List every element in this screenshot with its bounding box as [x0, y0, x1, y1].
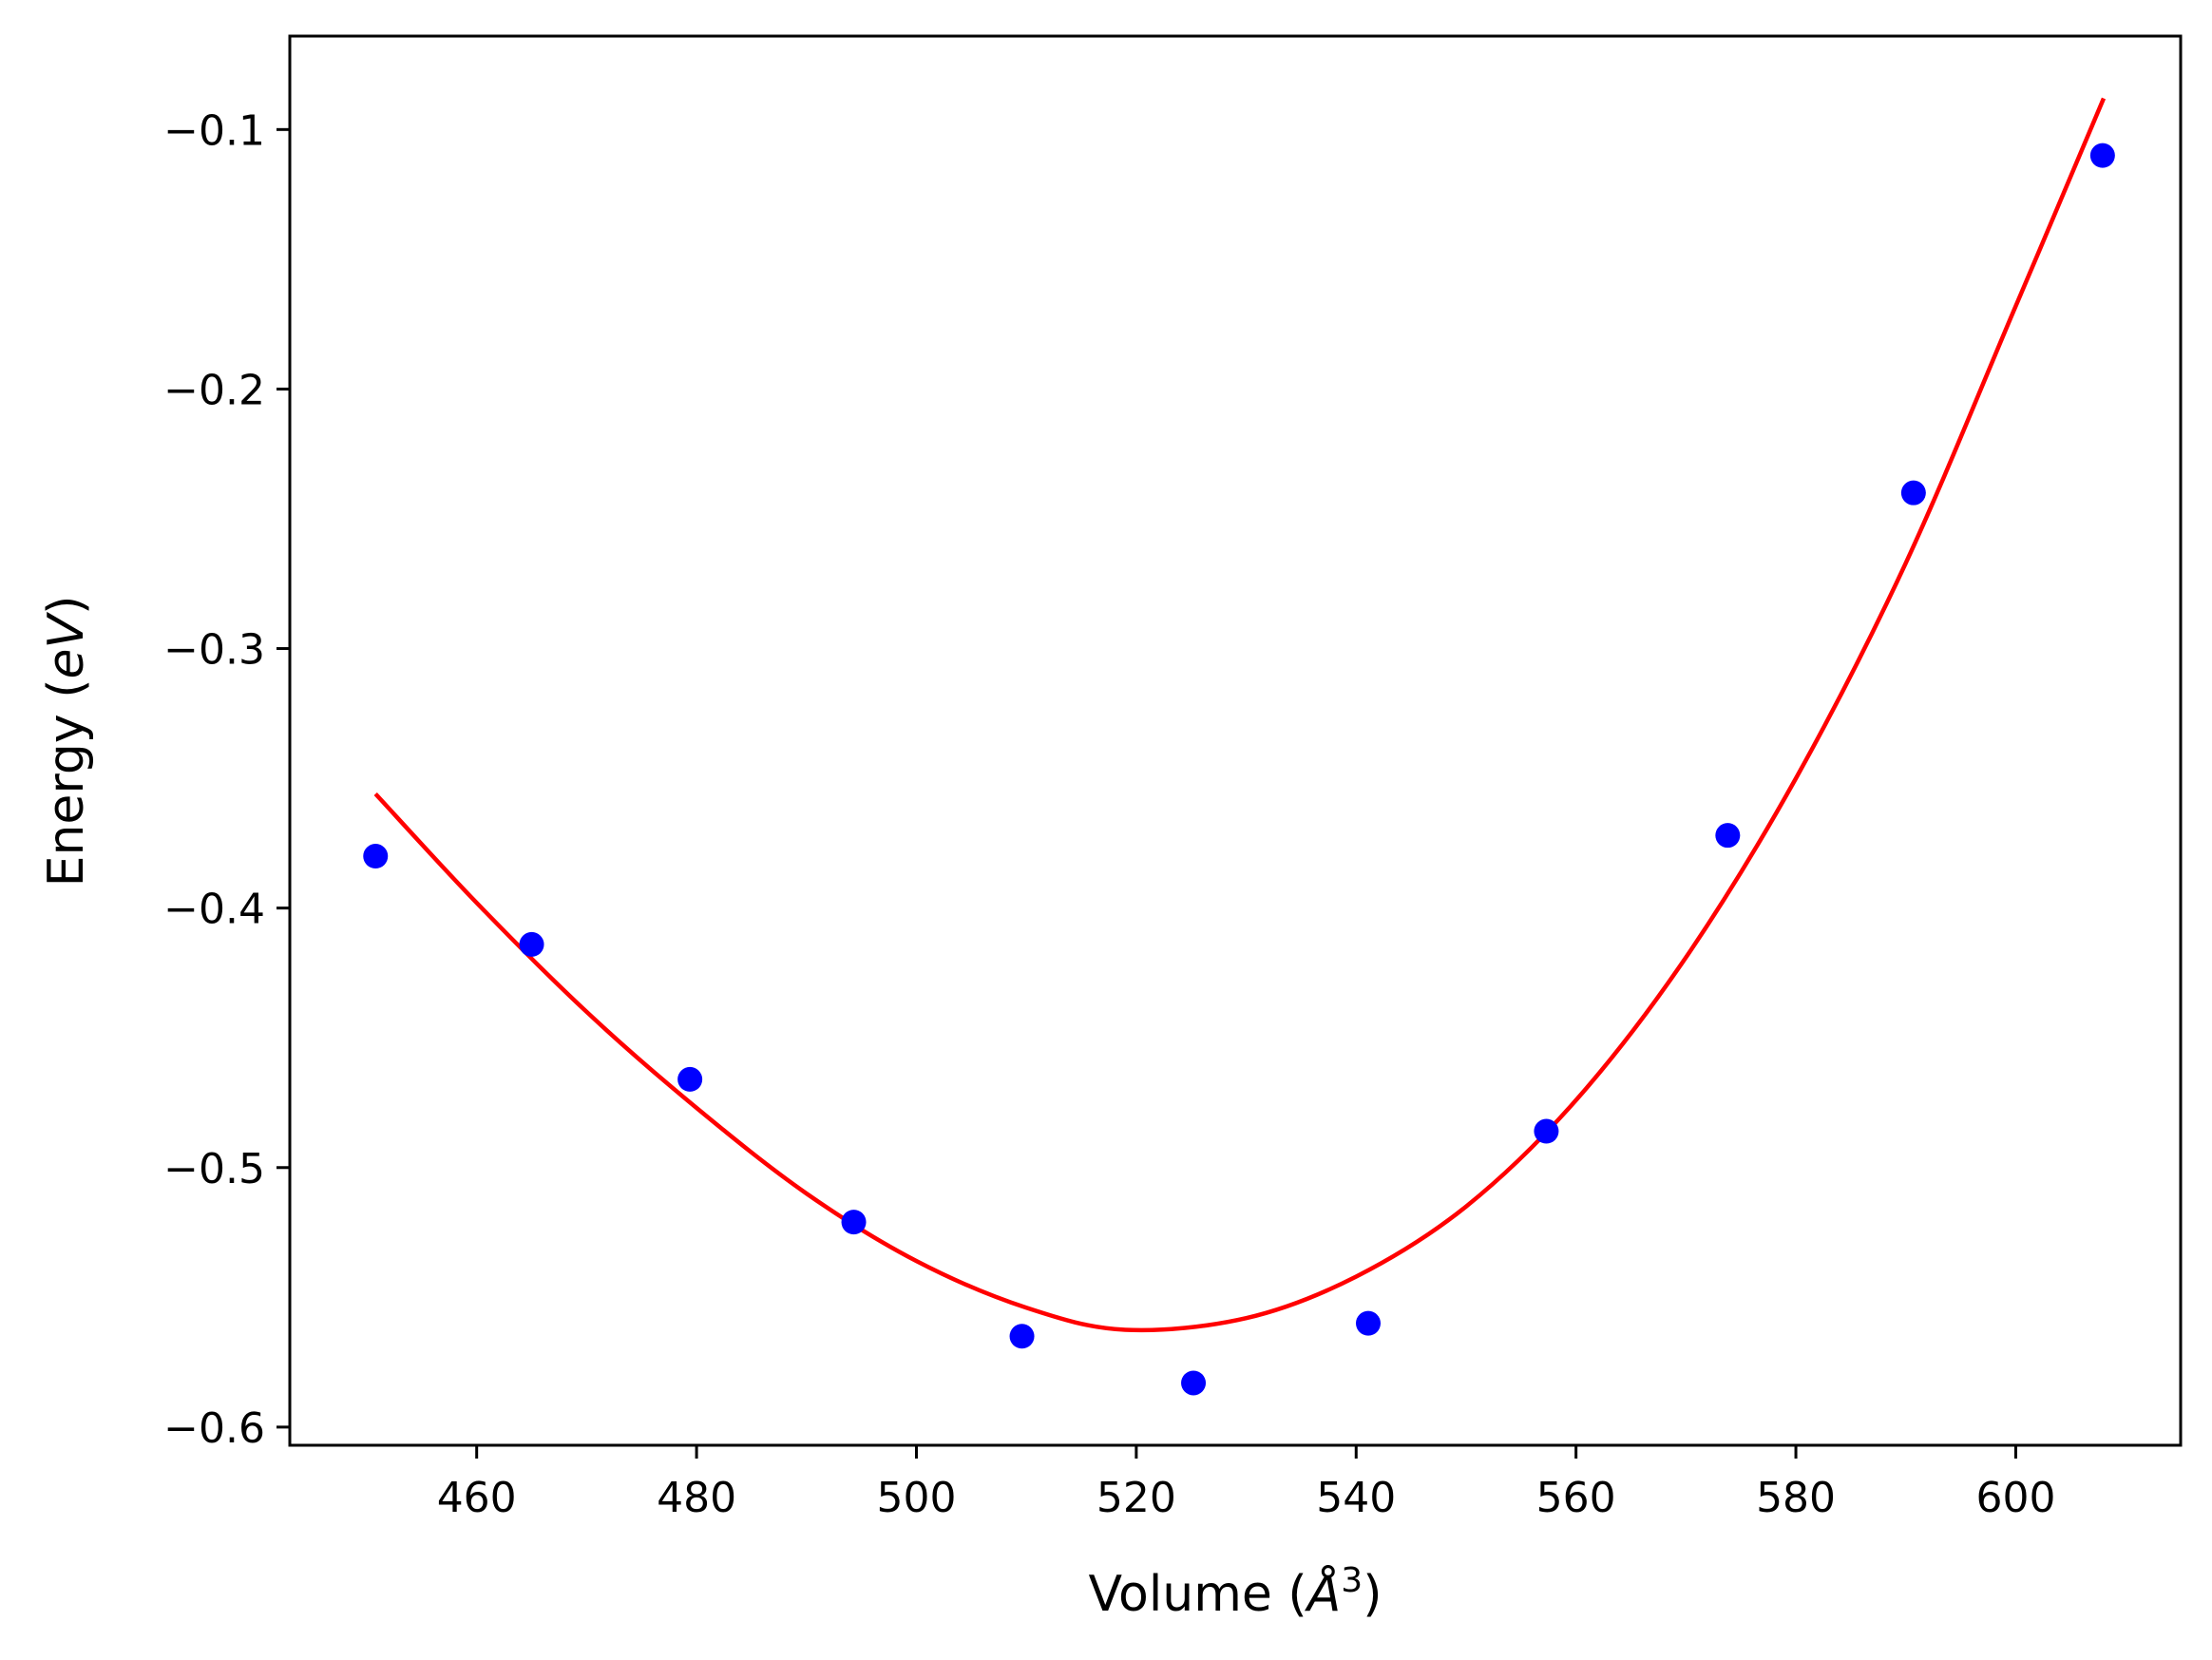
y-tick-label: −0.2: [163, 366, 265, 414]
y-axis-label-unit: eV: [38, 612, 95, 679]
x-tick-label: 580: [1756, 1474, 1836, 1522]
data-point: [1534, 1118, 1559, 1144]
data-point: [1009, 1324, 1035, 1349]
x-axis-ticks: 460 480 500 520 540 560 580 600: [437, 1445, 2055, 1522]
x-tick-label: 460: [437, 1474, 517, 1522]
data-point: [1900, 480, 1926, 506]
data-point: [519, 931, 544, 957]
fit-curve: [373, 97, 2107, 1333]
x-tick-label: 600: [1975, 1474, 2055, 1522]
data-point: [363, 844, 389, 869]
y-tick-label: −0.4: [163, 886, 265, 934]
x-tick-label: 480: [657, 1474, 736, 1522]
x-axis-label-symbol: Å: [1305, 1564, 1342, 1623]
y-tick-label: −0.5: [163, 1145, 265, 1193]
y-tick-label: −0.6: [163, 1404, 265, 1453]
x-tick-label: 500: [876, 1474, 956, 1522]
data-point: [677, 1066, 703, 1092]
plot-frame: [288, 34, 2183, 1447]
data-point: [2089, 143, 2115, 168]
x-axis-label-exponent: 3: [1341, 1561, 1363, 1600]
data-point: [841, 1210, 867, 1235]
y-axis-label: Energy (eV): [38, 596, 95, 887]
y-tick-label: −0.3: [163, 626, 265, 675]
data-point: [1715, 823, 1741, 849]
x-axis-label: Volume (Å3): [1089, 1561, 1382, 1624]
data-point: [1355, 1310, 1381, 1336]
y-axis-ticks: −0.6 −0.5 −0.4 −0.3 −0.2 −0.1: [163, 106, 290, 1453]
x-tick-label: 560: [1536, 1474, 1616, 1522]
x-tick-label: 520: [1096, 1474, 1176, 1522]
data-points-layer: [363, 143, 2115, 1396]
x-tick-label: 540: [1316, 1474, 1396, 1522]
data-point: [1181, 1370, 1207, 1396]
y-tick-label: −0.1: [163, 106, 265, 155]
fit-curve-layer: [373, 97, 2107, 1333]
